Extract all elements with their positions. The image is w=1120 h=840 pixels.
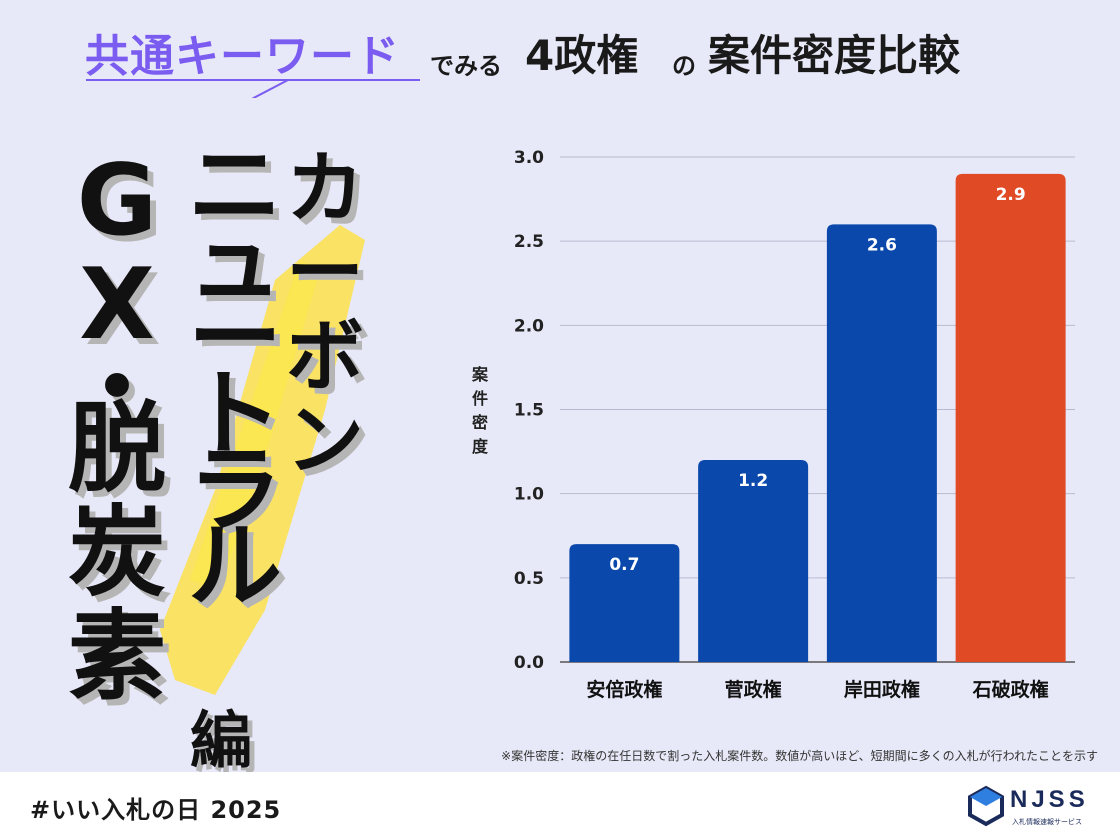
title-comparison: 案件密度比較: [708, 31, 961, 80]
keyword-char: 炭: [67, 496, 166, 610]
title-keyword: 共通キーワード: [85, 31, 400, 82]
y-tick-label: 2.5: [514, 232, 544, 252]
footer: #いい入札の日 2025 NJSS 入札情報速報サービス: [0, 772, 1120, 840]
bar: [955, 173, 1066, 663]
value-labels: 0.7 1.2 2.6 2.9: [609, 185, 1025, 575]
title-administrations: 4政権: [525, 31, 639, 80]
keyword-char: ル: [187, 512, 282, 621]
page-title: 共通キーワード でみる 4政権 の 案件密度比較: [0, 18, 1120, 98]
y-tick-label: 0.5: [514, 569, 544, 589]
x-tick-label: 安倍政権: [586, 678, 662, 701]
keyword-gx-column: G X ・ 脱 炭 素: [62, 152, 172, 712]
footnote: ※案件密度：政権の在任日数で割った入札案件数。数値が高いほど、短期間に多くの入札…: [501, 749, 1098, 763]
y-tick-label: 1.0: [514, 485, 544, 505]
y-axis-label-char: 件: [472, 389, 488, 408]
keyword-char: ボ: [285, 312, 364, 402]
bar: [826, 224, 937, 662]
x-axis-labels: 安倍政権 菅政権 岸田政権 石破政権: [586, 678, 1048, 701]
keyword-char: ト: [187, 360, 282, 469]
keyword-char: X: [79, 248, 155, 362]
keyword-carbon-column: カ ー ボ ン: [280, 150, 370, 486]
keyword-char: G: [76, 144, 158, 258]
keyword-char: ー: [187, 284, 282, 393]
keyword-char: ン: [285, 396, 364, 486]
keyword-char: 素: [67, 600, 166, 714]
keyword-char: カ: [285, 144, 364, 234]
bar: [569, 544, 680, 662]
x-tick-label: 石破政権: [972, 678, 1049, 701]
y-axis-ticks: 0.0 0.5 1.0 1.5 2.0 2.5 3.0: [514, 148, 544, 673]
logo-subtitle: 入札情報速報サービス: [1012, 818, 1082, 826]
bar-value-label: 2.9: [996, 185, 1026, 205]
logo-mark-icon: [968, 785, 1004, 827]
y-tick-label: 1.5: [514, 401, 544, 421]
keyword-char: ニ: [187, 132, 282, 241]
x-tick-label: 岸田政権: [844, 678, 920, 701]
title-particle: の: [672, 52, 696, 80]
bar: [698, 460, 809, 662]
y-axis-label-char: 度: [472, 437, 489, 456]
keyword-char: ー: [285, 228, 364, 318]
bars: [569, 173, 1066, 663]
bar-value-label: 0.7: [609, 555, 639, 575]
keyword-suffix: 編: [190, 704, 253, 777]
y-tick-label: 0.0: [514, 653, 544, 673]
x-tick-label: 菅政権: [725, 678, 782, 701]
bar-chart: 0.00.51.01.52.02.53.0 案件密度 0.71.22.62.9 …: [471, 148, 1075, 701]
y-axis-label-char: 密: [471, 413, 488, 432]
keyword-char: ・: [67, 332, 166, 446]
bar-value-label: 1.2: [738, 471, 768, 491]
keyword-char: ラ: [187, 436, 282, 545]
keyword-char: 脱: [67, 392, 166, 506]
y-tick-label: 2.0: [514, 316, 544, 336]
hashtag: #いい入札の日 2025: [30, 796, 282, 824]
title-underline: [86, 79, 420, 98]
keyword-char: ュ: [187, 208, 282, 317]
logo-word: NJSS: [1010, 786, 1089, 813]
y-tick-label: 3.0: [514, 148, 544, 168]
keyword-panel: G X ・ 脱 炭 素 ニ ュ ー ト ラ ル カ ー ボ ン 編: [40, 110, 460, 777]
y-axis-label: 案件密度: [471, 365, 489, 456]
highlight-stroke: [160, 225, 365, 695]
njss-logo: NJSS 入札情報速報サービス: [968, 782, 1098, 832]
bar-value-label: 2.6: [867, 235, 897, 255]
title-mid-text: でみる: [430, 52, 502, 80]
keyword-neutral-column: ニ ュ ー ト ラ ル: [180, 132, 290, 621]
y-axis-label-char: 案: [471, 365, 489, 384]
